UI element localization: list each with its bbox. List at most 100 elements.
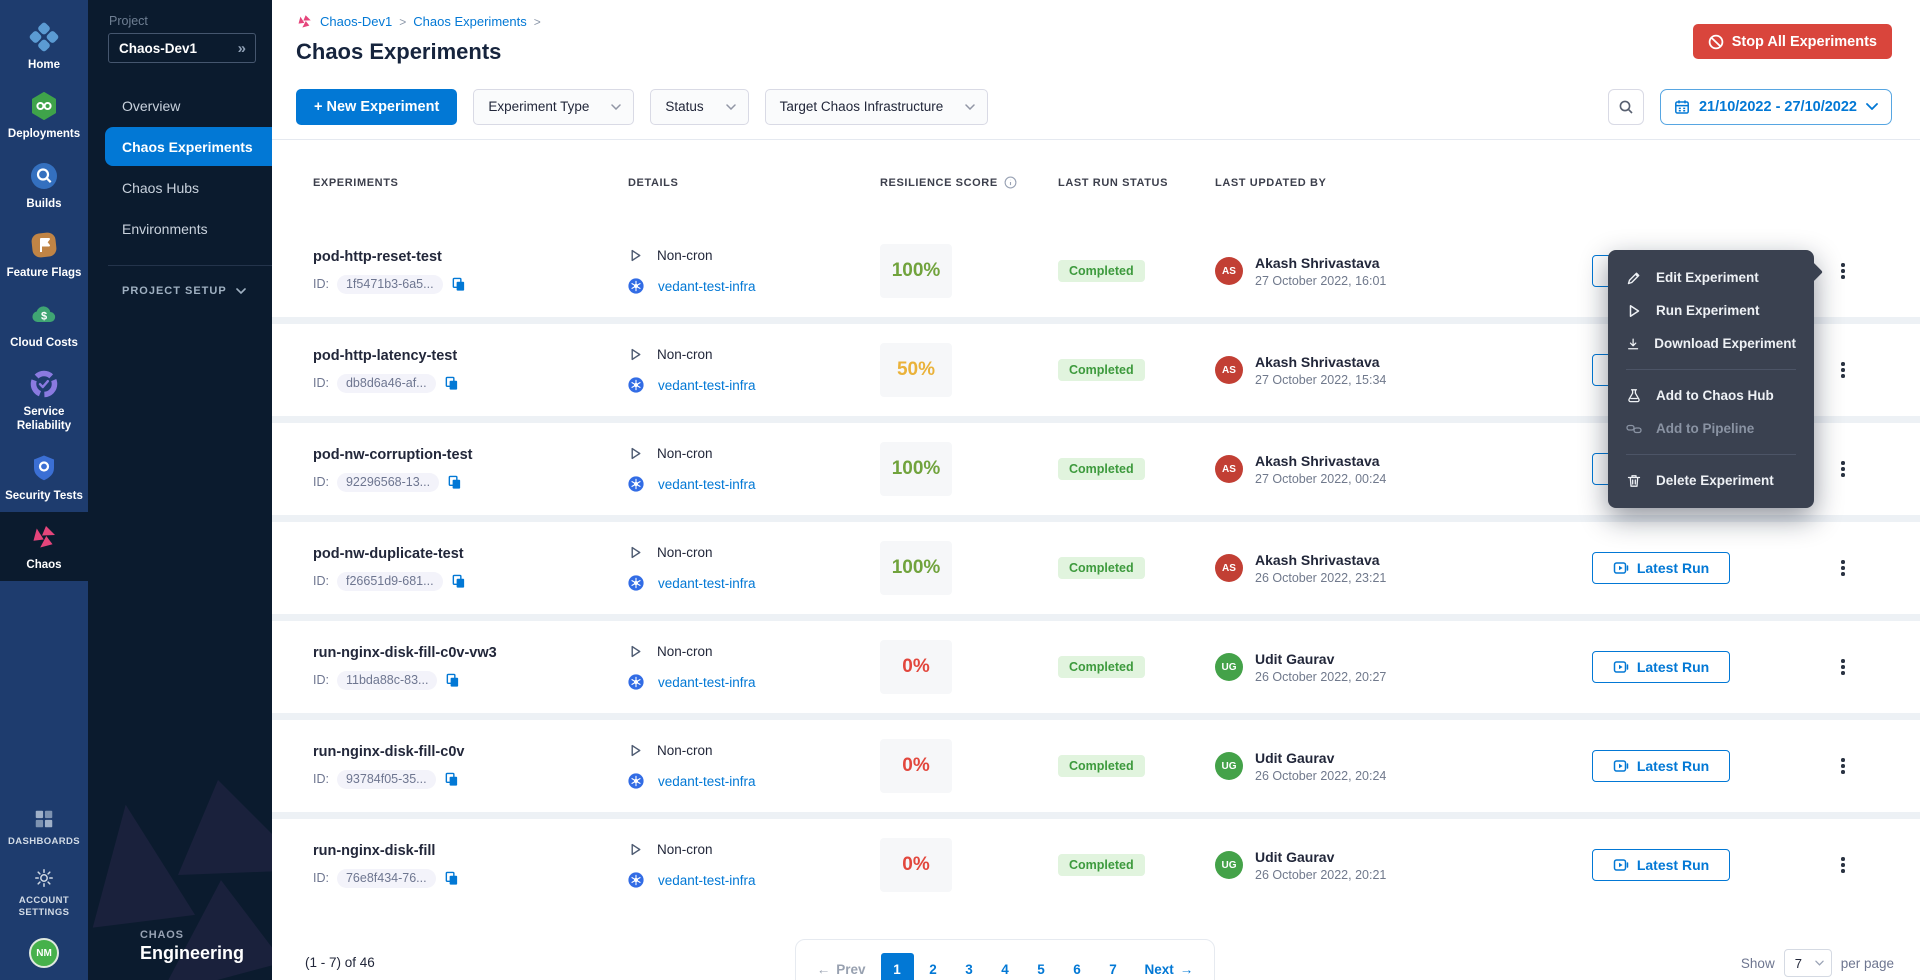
prev-page-button[interactable]: ← Prev xyxy=(805,962,878,977)
target-infrastructure-filter[interactable]: Target Chaos Infrastructure xyxy=(765,89,989,125)
play-outline-icon xyxy=(628,446,643,461)
menu-item-run-experiment[interactable]: Run Experiment xyxy=(1608,294,1814,327)
per-page-select[interactable]: 7 xyxy=(1784,949,1832,977)
user-block: Udit Gaurav 26 October 2022, 20:24 xyxy=(1255,750,1386,783)
chevron-down-icon xyxy=(611,104,621,110)
breadcrumb-experiments-link[interactable]: Chaos Experiments xyxy=(413,14,526,29)
copy-id-button[interactable] xyxy=(444,772,459,787)
kubernetes-icon xyxy=(628,377,644,393)
infrastructure-link[interactable]: vedant-test-infra xyxy=(658,576,756,591)
experiment-type-filter[interactable]: Experiment Type xyxy=(473,89,634,125)
copy-id-button[interactable] xyxy=(444,376,459,391)
row-menu-button[interactable] xyxy=(1834,854,1852,876)
experiment-name[interactable]: run-nginx-disk-fill-c0v xyxy=(313,744,628,760)
rail-item-chaos[interactable]: Chaos xyxy=(0,512,88,581)
copy-id-button[interactable] xyxy=(447,475,462,490)
rail-item-service-reliability[interactable]: Service Reliability xyxy=(0,359,88,443)
experiment-name[interactable]: pod-http-latency-test xyxy=(313,348,628,364)
copy-icon xyxy=(444,376,459,391)
menu-item-edit-experiment[interactable]: Edit Experiment xyxy=(1608,261,1814,294)
sidebar-item-environments[interactable]: Environments xyxy=(88,208,272,249)
sidebar-item-chaos-experiments[interactable]: Chaos Experiments xyxy=(105,127,272,166)
new-experiment-button[interactable]: + New Experiment xyxy=(296,89,457,125)
page-button-2[interactable]: 2 xyxy=(917,953,950,980)
sidebar-item-chaos-hubs[interactable]: Chaos Hubs xyxy=(88,167,272,208)
latest-run-icon xyxy=(1613,857,1629,873)
rail-item-feature-flags[interactable]: Feature Flags xyxy=(0,220,88,289)
date-range-picker[interactable]: 21/10/2022 - 27/10/2022 xyxy=(1660,89,1892,125)
experiment-table-row[interactable]: run-nginx-disk-fill ID: 76e8f434-76... N… xyxy=(272,819,1920,911)
experiment-name[interactable]: pod-nw-corruption-test xyxy=(313,447,628,463)
breadcrumb-project-link[interactable]: Chaos-Dev1 xyxy=(320,14,392,29)
score-cell: 50% xyxy=(880,343,1058,397)
schedule-type: Non-cron xyxy=(657,545,713,560)
experiment-table-row[interactable]: run-nginx-disk-fill-c0v ID: 93784f05-35.… xyxy=(272,720,1920,819)
harness-home-icon xyxy=(28,21,60,53)
row-menu-button[interactable] xyxy=(1834,656,1852,678)
page-button-6[interactable]: 6 xyxy=(1061,953,1094,980)
copy-id-button[interactable] xyxy=(445,673,460,688)
next-page-button[interactable]: Next → xyxy=(1133,962,1206,977)
infrastructure-link[interactable]: vedant-test-infra xyxy=(658,477,756,492)
score-cell: 0% xyxy=(880,640,1058,694)
infrastructure-link[interactable]: vedant-test-infra xyxy=(658,675,756,690)
page-button-7[interactable]: 7 xyxy=(1097,953,1130,980)
rail-item-home[interactable]: Home xyxy=(0,12,88,81)
menu-item-add-to-chaos-hub[interactable]: Add to Chaos Hub xyxy=(1608,379,1814,412)
status-cell: Completed xyxy=(1058,458,1215,480)
latest-run-button[interactable]: Latest Run xyxy=(1592,651,1730,683)
gear-icon xyxy=(32,866,56,890)
status-filter[interactable]: Status xyxy=(650,89,748,125)
pagination-range: (1 - 7) of 46 xyxy=(305,955,375,970)
experiment-name[interactable]: run-nginx-disk-fill xyxy=(313,843,628,859)
page-button-1[interactable]: 1 xyxy=(881,953,914,980)
rail-item-builds[interactable]: Builds xyxy=(0,151,88,220)
menu-item-download-experiment[interactable]: Download Experiment xyxy=(1608,327,1814,360)
user-avatar[interactable]: NM xyxy=(29,938,59,968)
latest-run-button[interactable]: Latest Run xyxy=(1592,552,1730,584)
copy-id-button[interactable] xyxy=(451,277,466,292)
infrastructure-link[interactable]: vedant-test-infra xyxy=(658,873,756,888)
menu-item-delete-experiment[interactable]: Delete Experiment xyxy=(1608,464,1814,497)
info-icon[interactable] xyxy=(1004,176,1017,189)
expand-project-icon[interactable]: » xyxy=(238,40,246,57)
experiment-name[interactable]: pod-nw-duplicate-test xyxy=(313,546,628,562)
infrastructure-link[interactable]: vedant-test-infra xyxy=(658,378,756,393)
row-menu-button[interactable] xyxy=(1834,260,1852,282)
row-menu-button[interactable] xyxy=(1834,755,1852,777)
brand-top: CHAOS xyxy=(140,929,244,941)
pagination-bar: (1 - 7) of 46 ← Prev 1234567 Next → Show… xyxy=(272,911,1920,980)
rail-item-account-settings[interactable]: ACCOUNT SETTINGS xyxy=(0,857,88,928)
row-menu-button[interactable] xyxy=(1834,359,1852,381)
breadcrumb-separator: > xyxy=(534,15,541,29)
page-button-5[interactable]: 5 xyxy=(1025,953,1058,980)
page-button-4[interactable]: 4 xyxy=(989,953,1022,980)
row-menu-button[interactable] xyxy=(1834,557,1852,579)
page-button-3[interactable]: 3 xyxy=(953,953,986,980)
project-selector[interactable]: Chaos-Dev1 » xyxy=(108,33,256,63)
rail-item-deployments[interactable]: Deployments xyxy=(0,81,88,150)
copy-id-button[interactable] xyxy=(444,871,459,886)
chaos-breadcrumb-icon xyxy=(296,13,313,30)
rail-item-dashboards[interactable]: DASHBOARDS xyxy=(0,798,88,857)
stop-all-experiments-button[interactable]: Stop All Experiments xyxy=(1693,24,1892,59)
search-button[interactable] xyxy=(1608,89,1644,125)
project-setup-toggle[interactable]: PROJECT SETUP xyxy=(88,285,272,297)
experiment-name[interactable]: pod-http-reset-test xyxy=(313,249,628,265)
copy-id-button[interactable] xyxy=(451,574,466,589)
experiment-table-row[interactable]: pod-nw-duplicate-test ID: f26651d9-681..… xyxy=(272,522,1920,621)
latest-run-button[interactable]: Latest Run xyxy=(1592,750,1730,782)
resilience-score: 100% xyxy=(880,244,952,298)
rail-item-security-tests[interactable]: Security Tests xyxy=(0,443,88,512)
next-label: Next xyxy=(1145,962,1174,977)
row-menu-button[interactable] xyxy=(1834,458,1852,480)
latest-run-button[interactable]: Latest Run xyxy=(1592,849,1730,881)
sidebar-item-overview[interactable]: Overview xyxy=(88,85,272,126)
show-label: Show xyxy=(1741,956,1775,971)
infrastructure-link[interactable]: vedant-test-infra xyxy=(658,279,756,294)
rail-item-cloud-costs[interactable]: $ Cloud Costs xyxy=(0,290,88,359)
resilience-score: 0% xyxy=(880,838,952,892)
experiment-table-row[interactable]: run-nginx-disk-fill-c0v-vw3 ID: 11bda88c… xyxy=(272,621,1920,720)
experiment-name[interactable]: run-nginx-disk-fill-c0v-vw3 xyxy=(313,645,628,661)
infrastructure-link[interactable]: vedant-test-infra xyxy=(658,774,756,789)
